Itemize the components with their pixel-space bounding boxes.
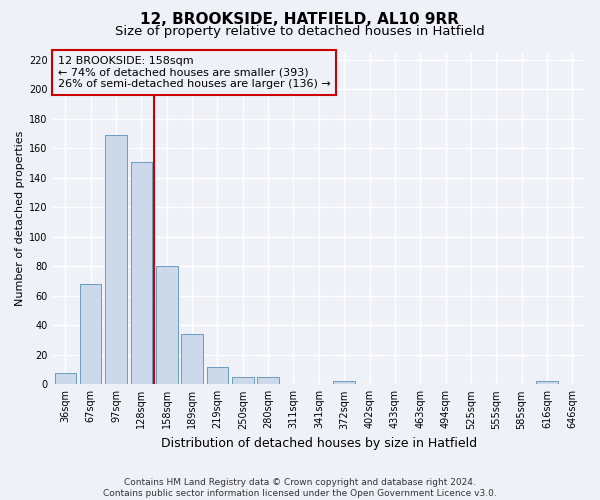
Bar [181,334,203,384]
Bar [80,284,101,384]
Bar [334,382,355,384]
Bar [131,162,152,384]
Bar [105,135,127,384]
Bar [156,266,178,384]
Bar [206,366,228,384]
Text: 12 BROOKSIDE: 158sqm
← 74% of detached houses are smaller (393)
26% of semi-deta: 12 BROOKSIDE: 158sqm ← 74% of detached h… [58,56,331,89]
X-axis label: Distribution of detached houses by size in Hatfield: Distribution of detached houses by size … [161,437,477,450]
Text: 12, BROOKSIDE, HATFIELD, AL10 9RR: 12, BROOKSIDE, HATFIELD, AL10 9RR [140,12,460,28]
Y-axis label: Number of detached properties: Number of detached properties [15,130,25,306]
Bar [55,372,76,384]
Bar [232,377,254,384]
Bar [536,382,558,384]
Bar [257,377,279,384]
Text: Contains HM Land Registry data © Crown copyright and database right 2024.
Contai: Contains HM Land Registry data © Crown c… [103,478,497,498]
Text: Size of property relative to detached houses in Hatfield: Size of property relative to detached ho… [115,25,485,38]
